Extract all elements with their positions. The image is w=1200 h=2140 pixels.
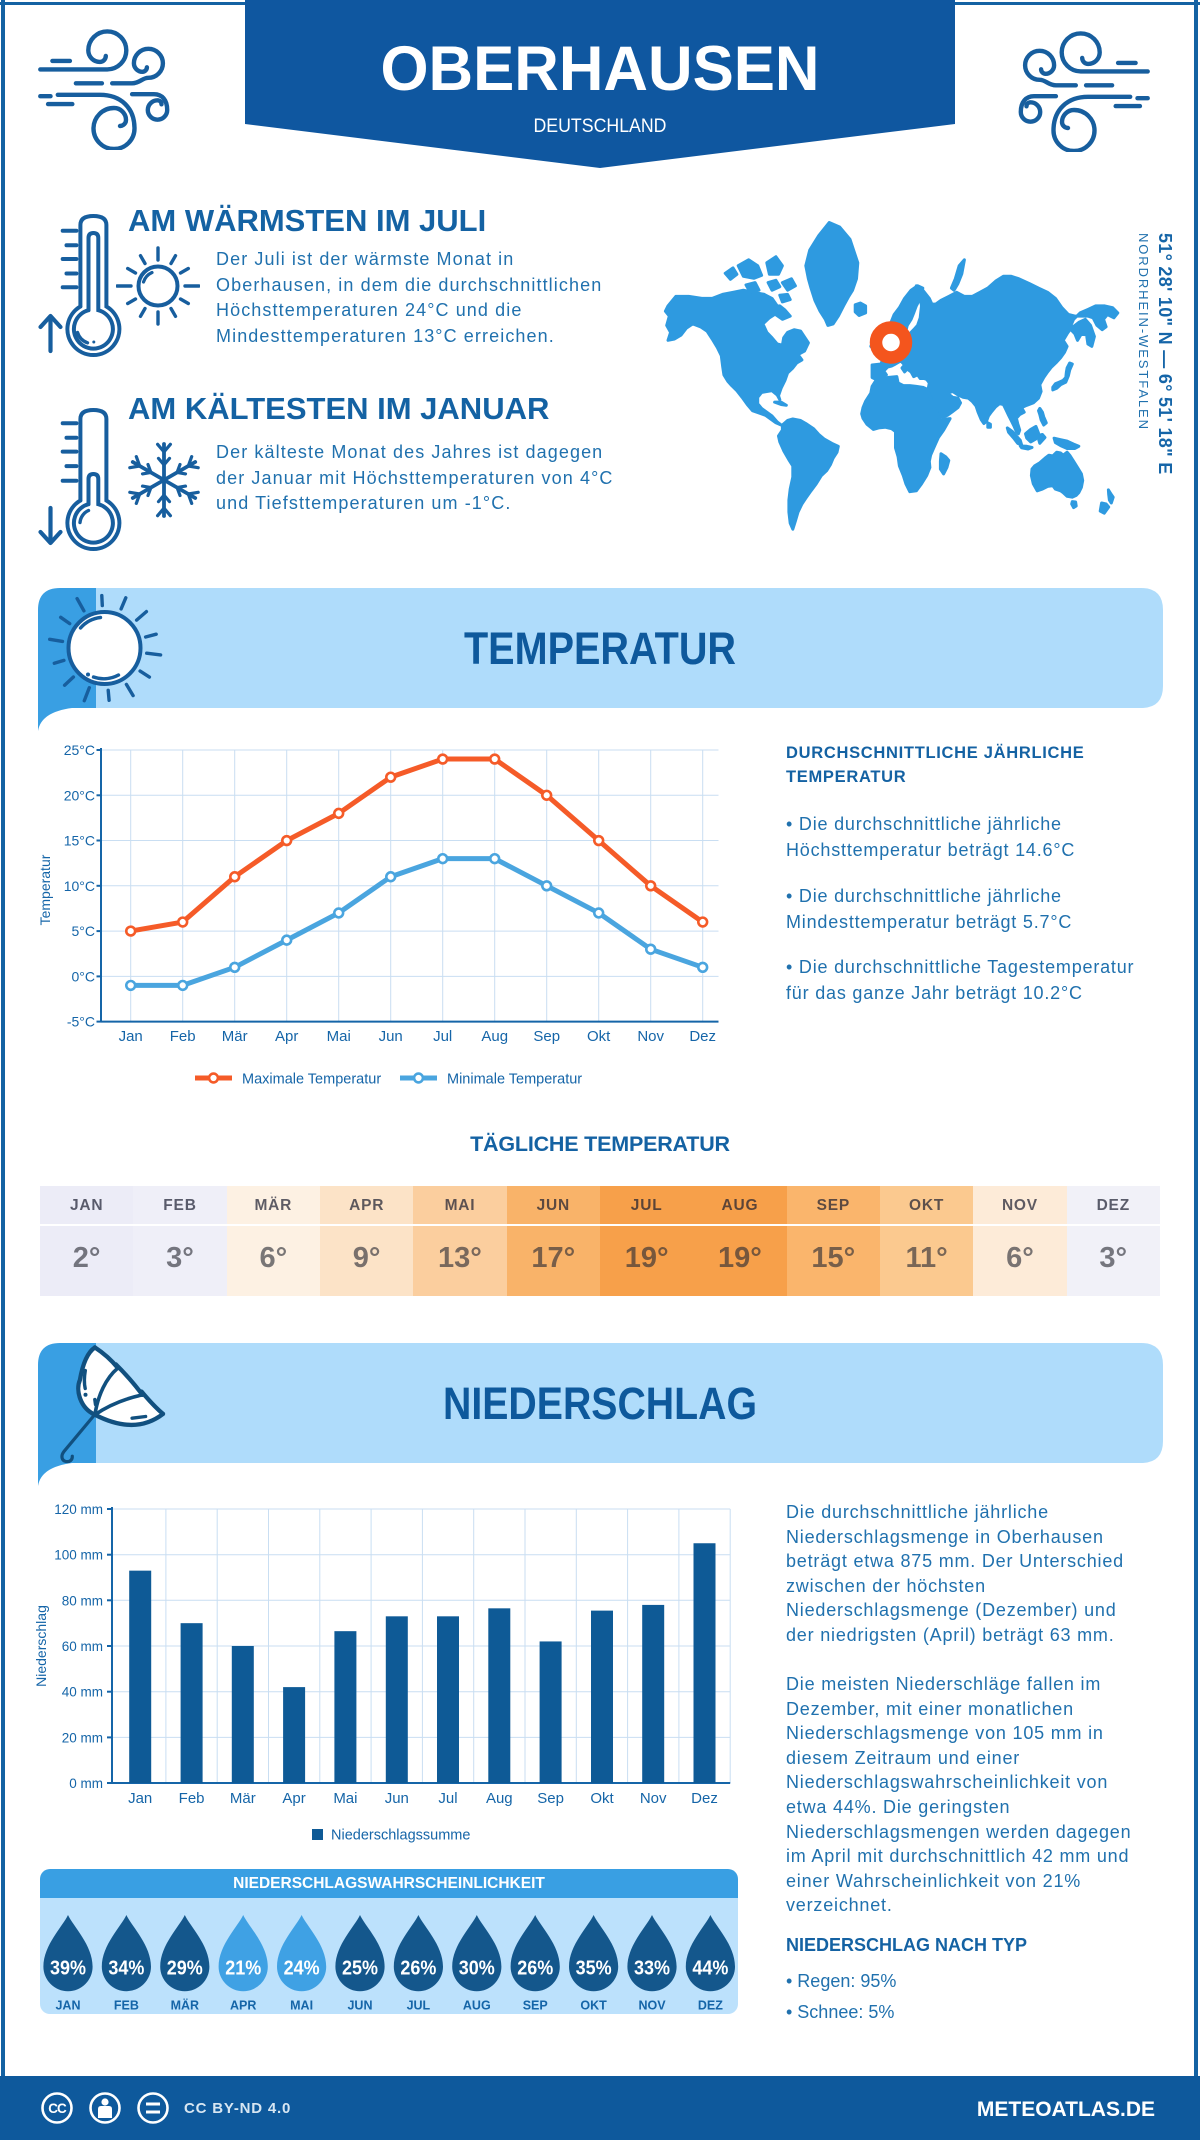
svg-text:33%: 33% (634, 1958, 670, 1980)
svg-text:120 mm: 120 mm (54, 1502, 103, 1517)
svg-text:20 mm: 20 mm (62, 1730, 103, 1745)
svg-text:26%: 26% (400, 1958, 436, 1980)
svg-text:Okt: Okt (587, 1028, 611, 1045)
svg-text:39%: 39% (50, 1958, 86, 1980)
svg-text:DEZ: DEZ (698, 1999, 723, 2013)
svg-text:Jul: Jul (433, 1028, 452, 1045)
svg-text:Maximale Temperatur: Maximale Temperatur (242, 1072, 381, 1088)
svg-text:Aug: Aug (486, 1790, 513, 1807)
svg-text:JUL: JUL (407, 1999, 431, 2013)
svg-text:-5°C: -5°C (67, 1014, 95, 1030)
svg-text:29%: 29% (167, 1958, 203, 1980)
svg-text:Apr: Apr (282, 1790, 305, 1807)
svg-text:Jun: Jun (379, 1028, 403, 1045)
svg-text:Dez: Dez (689, 1028, 716, 1045)
svg-text:34%: 34% (108, 1958, 144, 1980)
svg-text:Jan: Jan (128, 1790, 152, 1807)
svg-text:100 mm: 100 mm (54, 1548, 103, 1563)
svg-text:80 mm: 80 mm (62, 1593, 103, 1608)
svg-text:35%: 35% (576, 1958, 612, 1980)
svg-text:OBERHAUSEN: OBERHAUSEN (381, 34, 820, 104)
svg-text:NIEDERSCHLAG: NIEDERSCHLAG (443, 1378, 757, 1429)
svg-text:44%: 44% (692, 1958, 728, 1980)
svg-text:10°C: 10°C (64, 878, 95, 894)
svg-text:CC: CC (48, 2101, 67, 2116)
svg-text:Dez: Dez (691, 1790, 718, 1807)
svg-text:Aug: Aug (481, 1028, 508, 1045)
svg-text:25%: 25% (342, 1958, 378, 1980)
svg-text:OKT: OKT (580, 1999, 607, 2013)
svg-text:Jul: Jul (438, 1790, 457, 1807)
svg-text:Nov: Nov (640, 1790, 667, 1807)
svg-text:Mai: Mai (333, 1790, 357, 1807)
svg-text:Apr: Apr (275, 1028, 298, 1045)
svg-text:Niederschlagssumme: Niederschlagssumme (331, 1828, 470, 1844)
svg-text:Mai: Mai (327, 1028, 351, 1045)
svg-text:Okt: Okt (590, 1790, 614, 1807)
svg-text:Temperatur: Temperatur (37, 854, 53, 925)
svg-text:NOV: NOV (638, 1999, 666, 2013)
svg-text:Mär: Mär (222, 1028, 248, 1045)
svg-text:0 mm: 0 mm (69, 1776, 103, 1791)
svg-text:5°C: 5°C (72, 923, 96, 939)
svg-text:JUN: JUN (347, 1999, 372, 2013)
svg-text:Sep: Sep (537, 1790, 564, 1807)
svg-text:TEMPERATUR: TEMPERATUR (464, 623, 736, 674)
svg-text:Jan: Jan (119, 1028, 143, 1045)
svg-text:SEP: SEP (523, 1999, 548, 2013)
svg-text:24%: 24% (284, 1958, 320, 1980)
svg-text:JAN: JAN (55, 1999, 80, 2013)
svg-text:25°C: 25°C (64, 742, 95, 758)
svg-text:Mär: Mär (230, 1790, 256, 1807)
svg-text:APR: APR (230, 1999, 256, 2013)
svg-text:AUG: AUG (463, 1999, 491, 2013)
svg-text:21%: 21% (225, 1958, 261, 1980)
svg-text:MÄR: MÄR (171, 1998, 199, 2013)
svg-text:Feb: Feb (170, 1028, 196, 1045)
svg-text:20°C: 20°C (64, 787, 95, 803)
svg-text:Minimale Temperatur: Minimale Temperatur (447, 1072, 582, 1088)
svg-text:60 mm: 60 mm (62, 1639, 103, 1654)
svg-text:DEUTSCHLAND: DEUTSCHLAND (534, 116, 667, 137)
svg-text:Nov: Nov (637, 1028, 664, 1045)
svg-text:FEB: FEB (114, 1999, 139, 2013)
svg-text:MAI: MAI (290, 1999, 313, 2013)
svg-text:30%: 30% (459, 1958, 495, 1980)
svg-text:26%: 26% (517, 1958, 553, 1980)
svg-text:Jun: Jun (385, 1790, 409, 1807)
svg-text:Niederschlag: Niederschlag (33, 1605, 49, 1687)
svg-text:0°C: 0°C (72, 968, 96, 984)
svg-text:Feb: Feb (179, 1790, 205, 1807)
svg-text:15°C: 15°C (64, 833, 95, 849)
svg-text:Sep: Sep (533, 1028, 560, 1045)
svg-text:40 mm: 40 mm (62, 1685, 103, 1700)
